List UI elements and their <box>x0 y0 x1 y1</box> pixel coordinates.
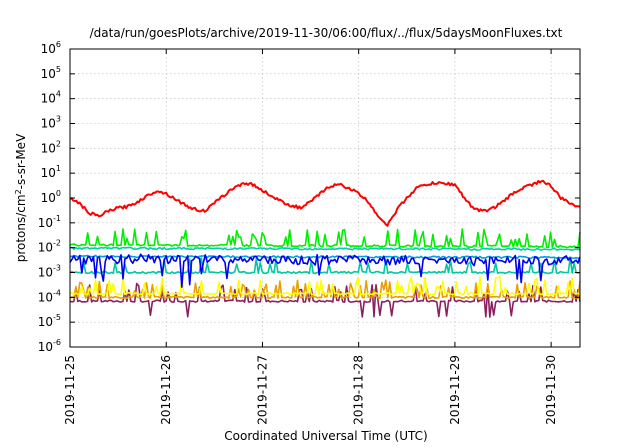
series-4-line <box>69 253 581 289</box>
y-tick-label: 105 <box>41 65 61 81</box>
series-0-line <box>69 179 581 227</box>
x-tick-label: 2019-11-28 <box>352 355 366 425</box>
series-7-line <box>69 279 581 300</box>
y-tick-label: 10-4 <box>38 288 61 304</box>
y-axis-label: protons/cm2-s-sr-MeV <box>14 133 29 262</box>
series-layer <box>69 179 581 318</box>
x-axis-label: Coordinated Universal Time (UTC) <box>224 429 427 443</box>
x-tick-label: 2019-11-30 <box>544 355 558 425</box>
chart-title: /data/run/goesPlots/archive/2019-11-30/0… <box>90 26 563 40</box>
y-tick-label: 106 <box>41 40 61 56</box>
series-6-line <box>69 275 581 296</box>
y-tick-label: 102 <box>41 139 61 155</box>
y-axis: 10-6 10-5 10-4 10-3 10-2 10-1 100 101 102 103 104 1… <box>38 40 580 354</box>
y-tick-label: 103 <box>41 115 61 131</box>
x-tick-label: 2019-11-26 <box>159 355 173 425</box>
y-tick-label: 10-2 <box>38 239 61 255</box>
series-2-line <box>69 246 581 252</box>
series-1-line <box>69 228 581 249</box>
y-tick-label: 10-6 <box>38 338 61 354</box>
y-tick-label: 10-1 <box>38 214 61 230</box>
y-tick-label: 10-5 <box>38 313 61 329</box>
y-tick-label: 104 <box>41 90 61 106</box>
x-tick-label: 2019-11-27 <box>255 355 269 425</box>
y-tick-label: 100 <box>41 189 61 205</box>
series-5-line <box>69 257 581 275</box>
series-8-line <box>69 282 581 318</box>
y-tick-label: 10-3 <box>38 264 61 280</box>
y-tick-label: 101 <box>41 164 61 180</box>
x-tick-label: 2019-11-29 <box>448 355 462 425</box>
x-axis: 2019-11-25 2019-11-26 2019-11-27 2019-11-28… <box>63 49 558 425</box>
x-tick-label: 2019-11-25 <box>63 355 77 425</box>
